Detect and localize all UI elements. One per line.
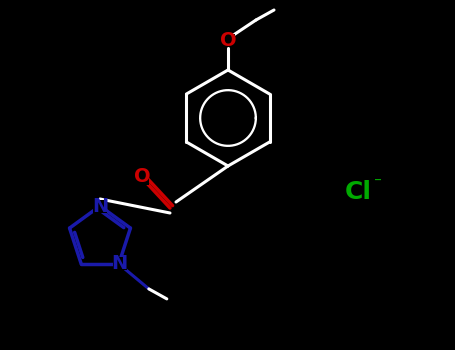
Text: N: N	[92, 196, 108, 216]
Bar	[93, 199, 107, 212]
Text: O: O	[220, 30, 236, 49]
Text: O: O	[134, 168, 150, 187]
Text: N: N	[111, 254, 128, 273]
Text: Cl: Cl	[344, 180, 371, 204]
Text: ⁻: ⁻	[374, 175, 382, 190]
Bar	[135, 172, 149, 184]
Bar	[221, 34, 235, 47]
Bar	[113, 257, 127, 271]
